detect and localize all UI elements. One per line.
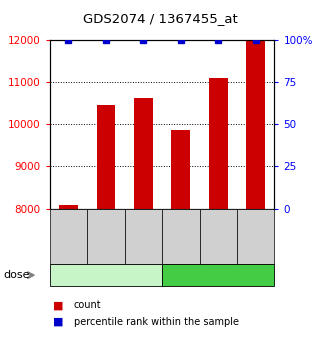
Text: ■: ■ xyxy=(53,300,64,310)
Text: GSM41992: GSM41992 xyxy=(176,216,185,257)
Bar xyxy=(97,105,115,209)
Bar xyxy=(171,130,190,209)
Text: GSM41989: GSM41989 xyxy=(64,216,73,257)
Text: GSM41993: GSM41993 xyxy=(214,216,223,257)
Text: percentile rank within the sample: percentile rank within the sample xyxy=(74,317,239,327)
Text: low iron: low iron xyxy=(198,270,239,280)
Text: GSM41994: GSM41994 xyxy=(251,216,260,257)
Text: dose: dose xyxy=(3,270,30,280)
Text: GDS2074 / 1367455_at: GDS2074 / 1367455_at xyxy=(83,12,238,25)
Text: GSM41991: GSM41991 xyxy=(139,216,148,257)
Text: high iron: high iron xyxy=(83,270,129,280)
Text: GSM41990: GSM41990 xyxy=(101,216,110,257)
Bar xyxy=(134,98,153,209)
Bar xyxy=(59,205,78,209)
Text: ■: ■ xyxy=(53,317,64,327)
Text: count: count xyxy=(74,300,101,310)
Bar xyxy=(209,78,228,209)
Bar xyxy=(247,40,265,209)
